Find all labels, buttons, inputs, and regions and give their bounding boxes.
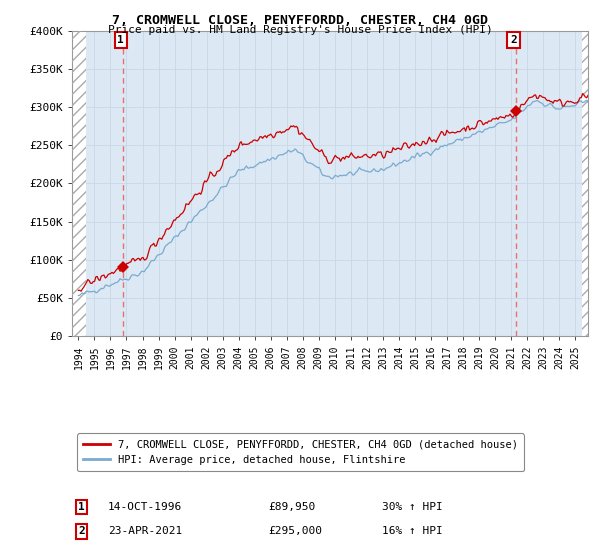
Text: 1: 1 [78, 502, 85, 512]
Text: 23-APR-2021: 23-APR-2021 [108, 526, 182, 536]
Text: 30% ↑ HPI: 30% ↑ HPI [382, 502, 442, 512]
Text: 16% ↑ HPI: 16% ↑ HPI [382, 526, 442, 536]
Text: 2: 2 [78, 526, 85, 536]
Text: £295,000: £295,000 [268, 526, 322, 536]
Text: Price paid vs. HM Land Registry's House Price Index (HPI): Price paid vs. HM Land Registry's House … [107, 25, 493, 35]
Text: £89,950: £89,950 [268, 502, 316, 512]
Text: 14-OCT-1996: 14-OCT-1996 [108, 502, 182, 512]
Text: 2: 2 [510, 35, 517, 45]
Text: 7, CROMWELL CLOSE, PENYFFORDD, CHESTER, CH4 0GD: 7, CROMWELL CLOSE, PENYFFORDD, CHESTER, … [112, 14, 488, 27]
Text: 1: 1 [118, 35, 124, 45]
Legend: 7, CROMWELL CLOSE, PENYFFORDD, CHESTER, CH4 0GD (detached house), HPI: Average p: 7, CROMWELL CLOSE, PENYFFORDD, CHESTER, … [77, 433, 524, 471]
